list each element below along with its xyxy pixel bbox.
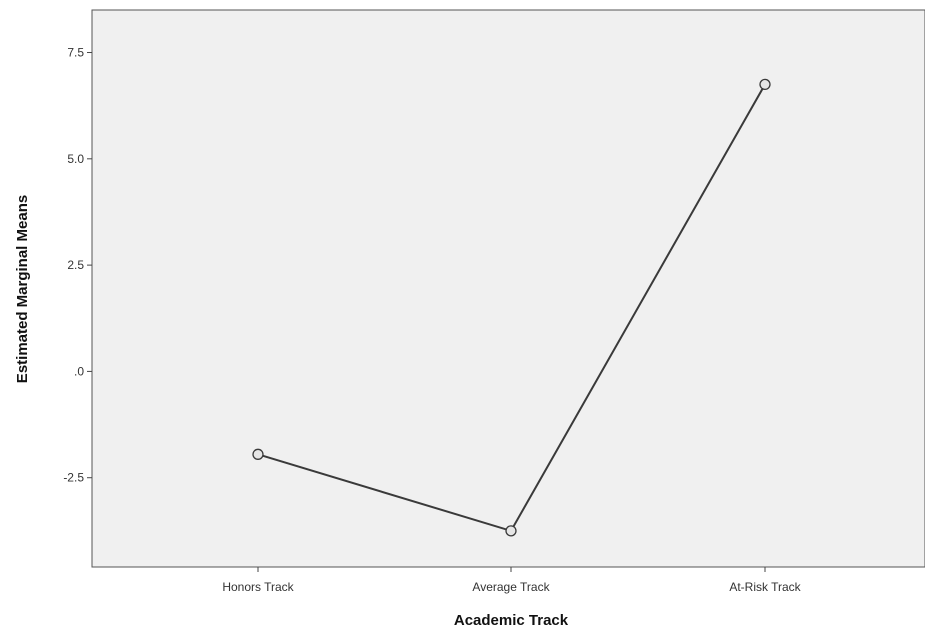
- plot-area: [91, 9, 925, 568]
- x-tick-label: Honors Track: [222, 580, 294, 594]
- x-tick-label: Average Track: [472, 580, 550, 594]
- x-tick-label: At-Risk Track: [729, 580, 801, 594]
- data-point-marker: [252, 448, 264, 460]
- x-axis-title: Academic Track: [454, 612, 569, 629]
- y-tick-label: 2.5: [67, 258, 84, 272]
- y-tick-label: .0: [74, 364, 84, 378]
- y-tick-label: 5.0: [67, 152, 84, 166]
- series-layer: [252, 78, 771, 537]
- y-axis: 7.5 5.0 2.5 .0 -2.5: [63, 46, 92, 485]
- data-point-marker: [505, 525, 517, 537]
- y-axis-title: Estimated Marginal Means: [14, 195, 31, 383]
- data-point-marker: [759, 78, 771, 91]
- y-tick-label: 7.5: [67, 46, 84, 60]
- x-axis: Honors Track Average Track At-Risk Track: [222, 567, 802, 594]
- y-tick-label: -2.5: [63, 471, 84, 485]
